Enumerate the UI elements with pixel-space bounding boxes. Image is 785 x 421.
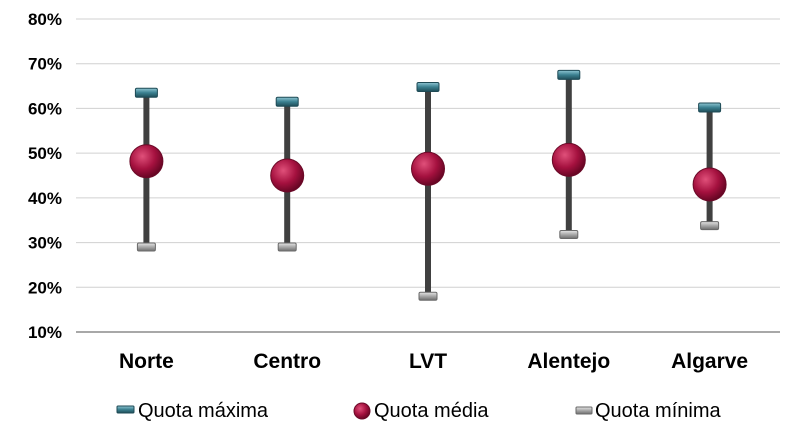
x-tick-label: Alentejo — [527, 350, 610, 373]
min-marker — [700, 221, 720, 231]
y-tick-label: 10% — [28, 323, 62, 342]
legend-label-min: Quota mínima — [595, 400, 721, 421]
mean-marker — [692, 167, 727, 202]
min-marker — [277, 242, 297, 252]
max-marker — [698, 102, 722, 113]
mean-marker — [551, 142, 586, 177]
max-marker — [275, 96, 299, 107]
mean-marker — [129, 144, 164, 179]
legend-swatch-min — [575, 406, 593, 415]
y-tick-label: 50% — [28, 144, 62, 163]
min-marker — [136, 242, 156, 252]
x-axis-ticks: Norte Centro LVT Alentejo Algarve — [119, 350, 748, 373]
legend: Quota máxima Quota média Quota mínima — [116, 400, 721, 421]
max-marker — [134, 87, 158, 98]
y-tick-label: 70% — [28, 55, 62, 74]
x-tick-label: Algarve — [671, 350, 748, 373]
legend-label-max: Quota máxima — [138, 400, 269, 421]
x-tick-label: LVT — [409, 350, 447, 373]
max-marker — [416, 81, 440, 92]
y-tick-label: 80% — [28, 10, 62, 29]
mean-marker — [411, 151, 445, 186]
y-tick-label: 30% — [28, 234, 62, 253]
y-tick-label: 20% — [28, 278, 62, 297]
min-marker — [418, 291, 438, 301]
legend-label-mean: Quota média — [374, 400, 489, 421]
x-tick-label: Norte — [119, 350, 174, 373]
legend-swatch-mean — [353, 402, 371, 420]
y-axis-ticks: 10% 20% 30% 40% 50% 60% 70% 80% — [28, 10, 62, 342]
legend-swatch-max — [116, 405, 135, 414]
x-tick-label: Centro — [253, 350, 321, 373]
max-marker — [557, 69, 581, 80]
y-tick-label: 40% — [28, 189, 62, 208]
y-tick-label: 60% — [28, 99, 62, 118]
min-marker — [559, 230, 579, 240]
markers — [129, 69, 727, 301]
mean-marker — [270, 158, 305, 193]
